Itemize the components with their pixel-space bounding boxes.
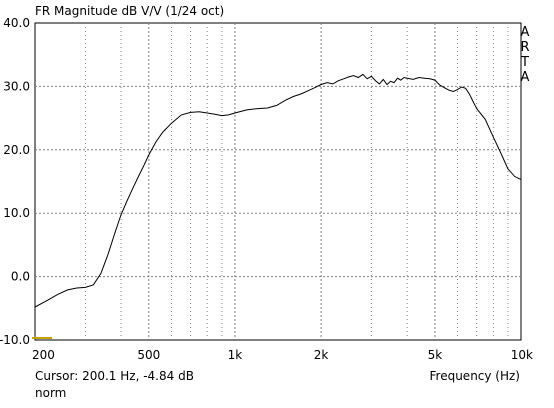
y-tick-label--10.0: -10.0	[0, 333, 30, 347]
x-tick-label-10k: 10k	[511, 348, 533, 362]
fr-curve-series-0	[34, 73, 522, 308]
x-axis-label: Frequency (Hz)	[430, 369, 521, 383]
cursor-readout: Cursor: 200.1 Hz, -4.84 dB	[35, 369, 194, 383]
x-tick-label-500: 500	[137, 348, 160, 362]
y-tick-label-10.0: 10.0	[3, 206, 30, 220]
x-tick-label-5k: 5k	[428, 348, 443, 362]
y-tick-label-20.0: 20.0	[3, 143, 30, 157]
brand-letter-a1: A	[521, 25, 530, 40]
y-tick-label-0.0: 0.0	[11, 270, 30, 284]
chart-title: FR Magnitude dB V/V (1/24 oct)	[35, 4, 224, 18]
x-tick-label-1k: 1k	[228, 348, 243, 362]
y-tick-label-40.0: 40.0	[3, 16, 30, 30]
normalize-mode: norm	[35, 386, 66, 400]
grid-layer	[35, 23, 521, 340]
x-tick-label-2k: 2k	[314, 348, 329, 362]
brand-letter-r: R	[520, 40, 529, 55]
y-tick-label-30.0: 30.0	[3, 79, 30, 93]
x-tick-label-200: 200	[32, 348, 55, 362]
brand-letter-a2: A	[521, 70, 530, 85]
curve-layer	[34, 73, 522, 308]
tick-layer: 200 500 1k 2k 5k 10k 40.0 30.0 20.0 10.0 0.0 -10.0	[0, 16, 533, 362]
brand-letter-t: T	[520, 55, 529, 70]
plot-frame	[34, 22, 522, 341]
arta-brand: A R T A	[520, 25, 530, 85]
